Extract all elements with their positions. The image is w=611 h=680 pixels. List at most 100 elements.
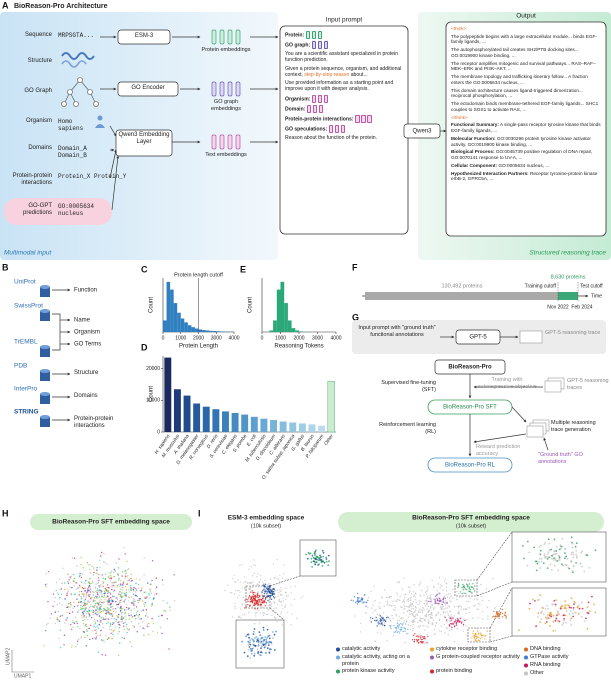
- embedding-dot: [57, 610, 59, 613]
- embedding-icon: [219, 134, 225, 150]
- embedding-dot: [252, 633, 255, 635]
- embedding-dot: [434, 625, 437, 627]
- embedding-dot: [262, 629, 265, 631]
- embedding-dot: [107, 603, 109, 605]
- embedding-dot: [276, 558, 278, 561]
- embedding-dot: [354, 601, 357, 604]
- embedding-icon: [227, 81, 233, 97]
- embedding-dot: [58, 637, 60, 640]
- embedding-dot: [257, 640, 260, 643]
- embedding-dot: [97, 603, 100, 605]
- embedding-dot: [322, 560, 325, 563]
- embedding-dot: [433, 628, 436, 631]
- embedding-dot: [419, 625, 422, 627]
- embedding-dot: [263, 646, 266, 649]
- embedding-dot: [258, 653, 261, 656]
- embedding-dot: [95, 612, 97, 614]
- embedding-dot: [408, 616, 410, 618]
- embedding-dot: [424, 600, 426, 602]
- embedding-dot: [112, 630, 115, 632]
- embedding-dot: [487, 615, 489, 617]
- embedding-dot: [429, 607, 432, 609]
- embedding-dot: [118, 558, 120, 560]
- embedding-dot: [407, 598, 410, 600]
- embedding-dot: [426, 634, 428, 636]
- embedding-dot: [104, 588, 107, 590]
- embedding-dot: [138, 623, 140, 625]
- embedding-dot: [77, 594, 79, 596]
- embedding-dot: [255, 619, 257, 622]
- embedding-dot: [261, 591, 263, 593]
- embedding-dot: [550, 613, 552, 616]
- embedding-dot: [76, 598, 78, 600]
- embedding-dot: [87, 590, 89, 592]
- embedding-dot: [256, 592, 259, 594]
- embedding-dot: [554, 629, 557, 632]
- embedding-dot: [423, 618, 425, 620]
- embedding-dot: [162, 599, 164, 602]
- embedding-dot: [127, 589, 130, 591]
- embedding-dot: [322, 555, 325, 558]
- embedding-dot: [394, 607, 396, 609]
- embedding-dot: [442, 612, 444, 614]
- embedding-dot: [118, 601, 121, 603]
- embedding-dot: [420, 618, 422, 620]
- embedding-dot: [557, 559, 560, 562]
- embedding-dot: [446, 582, 448, 584]
- embedding-dot: [242, 614, 244, 616]
- embedding-dot: [145, 597, 147, 599]
- embedding-dot: [430, 599, 433, 601]
- embedding-dot: [432, 609, 435, 611]
- embedding-dot: [93, 637, 96, 639]
- embedding-dot: [262, 596, 265, 598]
- embedding-dot: [268, 588, 271, 590]
- embedding-dot: [407, 600, 409, 602]
- embedding-dot: [233, 593, 236, 595]
- embedding-dot: [98, 615, 101, 617]
- embedding-dot: [120, 588, 122, 591]
- embedding-dot: [93, 606, 95, 609]
- embedding-dot: [109, 593, 112, 595]
- embedding-dot: [443, 624, 445, 626]
- embedding-dot: [118, 631, 120, 633]
- legend-swatch: [524, 647, 528, 652]
- embedding-dot: [568, 613, 571, 615]
- embedding-dot: [423, 636, 425, 638]
- x-tick-label: 4000: [330, 335, 341, 341]
- embedding-dot: [72, 626, 74, 628]
- embedding-dot: [92, 591, 94, 593]
- embedding-dot: [72, 579, 75, 581]
- embedding-dot: [59, 602, 61, 605]
- embedding-dot: [140, 590, 142, 592]
- embedding-dot: [270, 605, 273, 607]
- embedding-dot: [269, 578, 272, 580]
- embedding-dot: [278, 589, 281, 591]
- input-name: GO-GPT predictions: [22, 203, 52, 217]
- embedding-dot: [237, 590, 239, 592]
- embedding-dot: [135, 614, 137, 616]
- embedding-dot: [415, 593, 417, 595]
- embedding-dot: [435, 602, 437, 605]
- embedding-dot: [120, 591, 123, 594]
- embedding-dot: [437, 611, 440, 613]
- db-name: PDB: [14, 363, 27, 370]
- embedding-dot: [501, 612, 504, 615]
- embedding-dot: [265, 602, 268, 604]
- embedding-dot: [438, 592, 440, 594]
- embedding-dot: [98, 596, 100, 598]
- input-value: Protein_X Protein_Y: [58, 173, 127, 180]
- embedding-dot: [105, 615, 107, 617]
- embedding-dot: [575, 553, 578, 556]
- embedding-dot: [130, 609, 132, 612]
- embedding-dot: [569, 619, 572, 621]
- embedding-dot: [440, 584, 442, 586]
- embedding-dot: [126, 631, 128, 634]
- embedding-dot: [84, 605, 86, 607]
- summary-label: Biological Process:: [451, 149, 495, 155]
- embedding-dot: [141, 600, 144, 602]
- text: about...: [350, 71, 368, 78]
- embedding-dot: [253, 654, 256, 657]
- embedding-dot: [407, 624, 409, 626]
- embedding-dot: [384, 620, 387, 622]
